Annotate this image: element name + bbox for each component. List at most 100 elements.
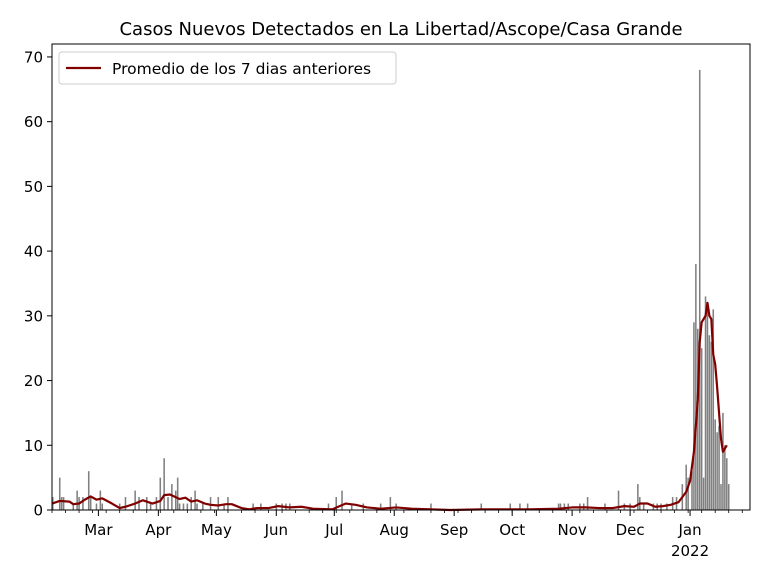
bar [72,503,75,510]
bar [95,503,98,510]
bar [163,458,165,510]
bar [557,503,560,510]
bar [693,322,695,510]
y-tick-label: 70 [24,48,43,66]
bar [327,503,330,510]
x-tick-label: Jul [324,521,343,539]
bar [702,477,705,510]
bar [704,296,707,510]
x-axis: Mar Apr May Jun Jul Aug Sep Oct Nov Dec Jan 2022 [51,510,743,560]
bar [519,503,521,510]
bar [389,497,392,510]
bar [509,503,512,510]
chart-title: Casos Nuevos Detectados en La Libertad/A… [119,19,682,40]
bar [727,484,730,510]
x-tick-label: Dec [616,521,645,539]
moving-average-line [51,301,728,512]
bar [720,484,722,510]
bar [685,464,687,510]
bar [167,497,169,510]
bar [76,490,78,510]
bar [101,503,104,510]
x-tick-label: May [201,521,232,539]
y-tick-label: 10 [24,437,43,455]
bar [155,497,158,510]
bar [526,503,529,510]
legend-label: Promedio de los 7 dias anteriores [112,60,371,78]
y-tick-label: 30 [24,307,43,325]
line-layer [51,301,728,512]
x-tick-label: Jan [677,521,701,539]
bar [60,497,63,510]
x-tick-label: Oct [499,521,525,539]
bar [159,477,162,510]
bar [604,503,606,510]
bar [178,503,181,510]
bar [695,264,697,510]
bar [87,471,90,510]
bar [190,497,192,510]
bar [341,490,343,510]
bar [666,503,668,510]
bar [82,497,84,510]
x-tick-label: Mar [84,521,113,539]
bar [252,503,254,510]
x-tick-year-label: 2022 [671,542,709,560]
y-tick-label: 50 [24,178,43,196]
bar [712,309,715,510]
bar [58,477,61,510]
y-tick-label: 40 [24,243,43,261]
y-tick-label: 20 [24,372,43,390]
bar [99,490,102,510]
x-tick-label: Nov [557,521,586,539]
bar [62,497,65,510]
bar [89,497,92,510]
bar [697,328,699,510]
bar [138,497,140,510]
bar [209,497,212,510]
bar [260,503,262,510]
bar [698,69,701,510]
plot-frame [51,43,751,511]
bar [563,503,566,510]
bar [124,497,127,510]
bar [687,477,689,510]
bar [710,341,713,510]
bar [176,477,179,510]
bar [480,503,483,510]
bar [335,497,337,510]
bar [223,503,225,510]
bar [718,425,720,510]
legend-box [58,51,397,85]
bar [134,490,136,510]
bar [708,335,711,510]
bar [714,419,716,510]
bar [379,503,382,510]
bar [196,503,198,510]
x-tick-label: Aug [380,521,409,539]
bar [559,503,562,510]
bar [145,497,148,510]
bar [118,503,121,510]
bar [706,302,709,510]
y-tick-label: 60 [24,113,43,131]
bar [350,503,353,510]
bar [174,490,177,510]
legend: Promedio de los 7 dias anteriores [58,51,397,85]
bar [217,497,220,510]
bar [726,458,728,510]
bar [586,497,589,510]
bar [186,503,189,510]
x-tick-label: Jun [264,521,288,539]
bar [637,484,639,510]
bar [716,432,718,510]
bar [722,412,724,510]
bar [149,503,152,510]
bar [642,503,645,510]
bar [202,503,204,510]
x-tick-label: Sep [440,521,468,539]
bar [430,503,432,510]
y-tick-label: 0 [33,502,43,520]
bars-layer [52,69,730,510]
